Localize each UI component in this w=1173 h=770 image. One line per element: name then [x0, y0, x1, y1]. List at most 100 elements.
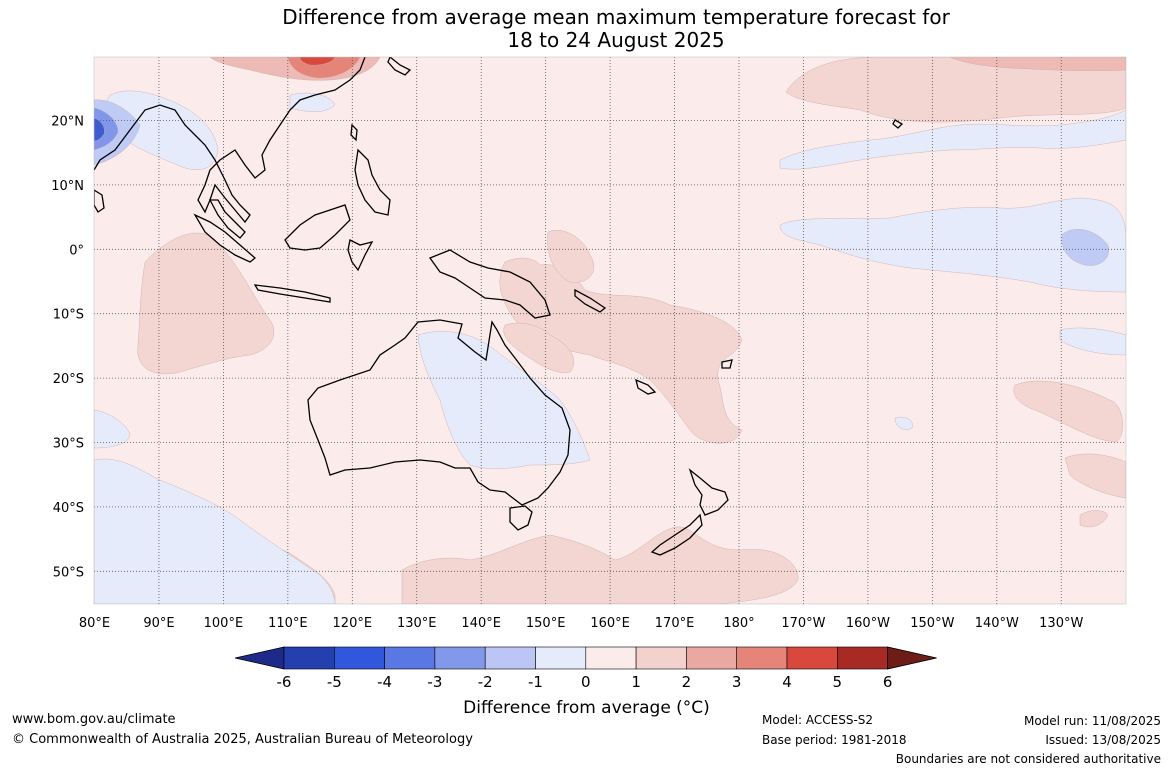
longitude-label: 150°E	[526, 616, 566, 631]
longitude-label: 130°E	[397, 616, 437, 631]
cold-region-india-center	[94, 117, 105, 142]
map-frame	[93, 56, 1127, 605]
longitude-label: 130°W	[1039, 616, 1083, 631]
cool-region-pacific-core	[1061, 229, 1109, 266]
longitude-label: 120°E	[333, 616, 373, 631]
new-guinea-coastline	[428, 249, 551, 319]
java-coastline	[253, 284, 331, 303]
colorbar-segment	[434, 646, 486, 670]
colorbar-segment	[585, 646, 637, 670]
colorbar-tick-label: 5	[833, 673, 843, 691]
warm-region-south-australia	[503, 322, 575, 373]
taiwan-coastline	[350, 123, 358, 142]
colorbar-tick-label: -1	[528, 673, 543, 691]
model-run-date: Model run: 11/08/2025	[1023, 714, 1161, 728]
model-name: Model: ACCESS-S2	[762, 713, 874, 727]
sri-lanka-coastline	[94, 189, 105, 213]
longitude-label: 140°E	[461, 616, 501, 631]
latitude-label: 50°S	[53, 565, 84, 580]
colorbar: -6 -5 -4 -3 -2 -1 0 1 2 3 4 5 6	[234, 646, 937, 691]
cool-region-southwest	[94, 409, 131, 449]
base-period: Base period: 1981-2018	[762, 733, 907, 747]
boundaries-disclaimer: Boundaries are not considered authoritat…	[895, 752, 1161, 766]
colorbar-segment	[736, 646, 788, 670]
colorbar-tick-label: 4	[782, 673, 792, 691]
philippines-coastline	[354, 148, 391, 216]
new-zealand-north-coastline	[688, 468, 729, 516]
colorbar-segment	[836, 646, 888, 670]
malay-peninsula-coastline	[208, 199, 246, 239]
longitude-label: 110°E	[268, 616, 308, 631]
warm-region-southern-ocean-a	[401, 526, 799, 604]
colorbar-segment	[384, 646, 436, 670]
warm-region-far-south-east	[1064, 453, 1126, 499]
map-title-line2: 18 to 24 August 2025	[507, 28, 725, 52]
latitude-axis-labels: 20°N 10°N 0° 10°S 20°S 30°S 40°S 50°S	[51, 115, 84, 581]
longitude-label: 160°E	[590, 616, 630, 631]
sumatra-coastline	[193, 213, 257, 263]
colorbar-tick-label: 1	[631, 673, 641, 691]
hawaii-coastline	[892, 119, 904, 129]
cool-region-far-east	[1059, 327, 1126, 356]
colorbar-segment	[535, 646, 587, 670]
colorbar-min-extension	[234, 646, 285, 670]
colorbar-tick-label: -6	[277, 673, 292, 691]
longitude-label: 150°W	[910, 616, 954, 631]
cool-region-south-indian	[94, 458, 336, 604]
colorbar-max-extension	[887, 646, 937, 670]
warm-region-nw-pacific	[785, 57, 1126, 123]
new-zealand-south-coastline	[650, 513, 703, 556]
colorbar-segment	[635, 646, 687, 670]
longitude-label: 90°E	[143, 616, 174, 631]
copyright-notice: © Commonwealth of Australia 2025, Austra…	[12, 732, 473, 747]
longitude-label: 80°E	[79, 616, 110, 631]
longitude-label: 180°	[723, 616, 754, 631]
latitude-label: 20°S	[53, 372, 84, 387]
colorbar-segment	[333, 646, 385, 670]
issued-date: Issued: 13/08/2025	[1045, 733, 1161, 747]
cool-region-india-core	[94, 107, 119, 151]
colorbar-segment	[686, 646, 738, 670]
latitude-label: 20°N	[51, 115, 84, 130]
colorbar-tick-label: -5	[327, 673, 342, 691]
coastlines	[94, 57, 904, 556]
latitude-label: 30°S	[53, 437, 84, 452]
australia-coastline	[307, 319, 571, 506]
borneo-coastline	[284, 204, 351, 251]
colorbar-segment	[786, 646, 838, 670]
cool-region-central-pacific	[779, 109, 1126, 170]
colorbar-label: Difference from average (°C)	[463, 698, 710, 718]
map-title-line1: Difference from average mean maximum tem…	[282, 5, 950, 29]
colorbar-tick-label: 3	[732, 673, 742, 691]
latitude-label: 40°S	[53, 501, 84, 516]
longitude-label: 170°W	[781, 616, 825, 631]
warm-region-patch-east	[1079, 510, 1109, 528]
longitude-label: 170°E	[655, 616, 695, 631]
longitude-axis-labels: 80°E 90°E 100°E 110°E 120°E 130°E 140°E 150°E 16…	[79, 616, 1084, 631]
colorbar-tick-label: -3	[427, 673, 442, 691]
colorbar-tick-label: -4	[377, 673, 392, 691]
colorbar-segment	[283, 646, 335, 670]
warm-region-north-pacific	[949, 57, 1126, 72]
sulawesi-coastline	[347, 239, 374, 272]
warm-region-coral-sea	[547, 230, 595, 283]
longitude-label: 100°E	[204, 616, 244, 631]
solomon-islands-coastline	[574, 288, 607, 313]
cool-region-australia	[417, 331, 591, 469]
colorbar-tick-label: 0	[581, 673, 591, 691]
longitude-label: 160°W	[846, 616, 890, 631]
warm-region-png-pacific	[499, 257, 743, 444]
new-caledonia-coastline	[635, 378, 657, 395]
latitude-label: 10°N	[51, 179, 84, 194]
hot-region-korea-core	[299, 57, 336, 66]
japan-coastline	[387, 57, 412, 76]
colorbar-tick-label: 6	[883, 673, 893, 691]
cool-region-tasman	[894, 416, 913, 430]
warm-region-south-east	[1013, 380, 1123, 443]
colorbar-segment	[484, 646, 536, 670]
graticule	[94, 57, 1126, 604]
colorbar-tick-label: -2	[478, 673, 493, 691]
bom-climate-link[interactable]: www.bom.gov.au/climate	[12, 712, 176, 727]
colorbar-tick-label: 2	[682, 673, 692, 691]
